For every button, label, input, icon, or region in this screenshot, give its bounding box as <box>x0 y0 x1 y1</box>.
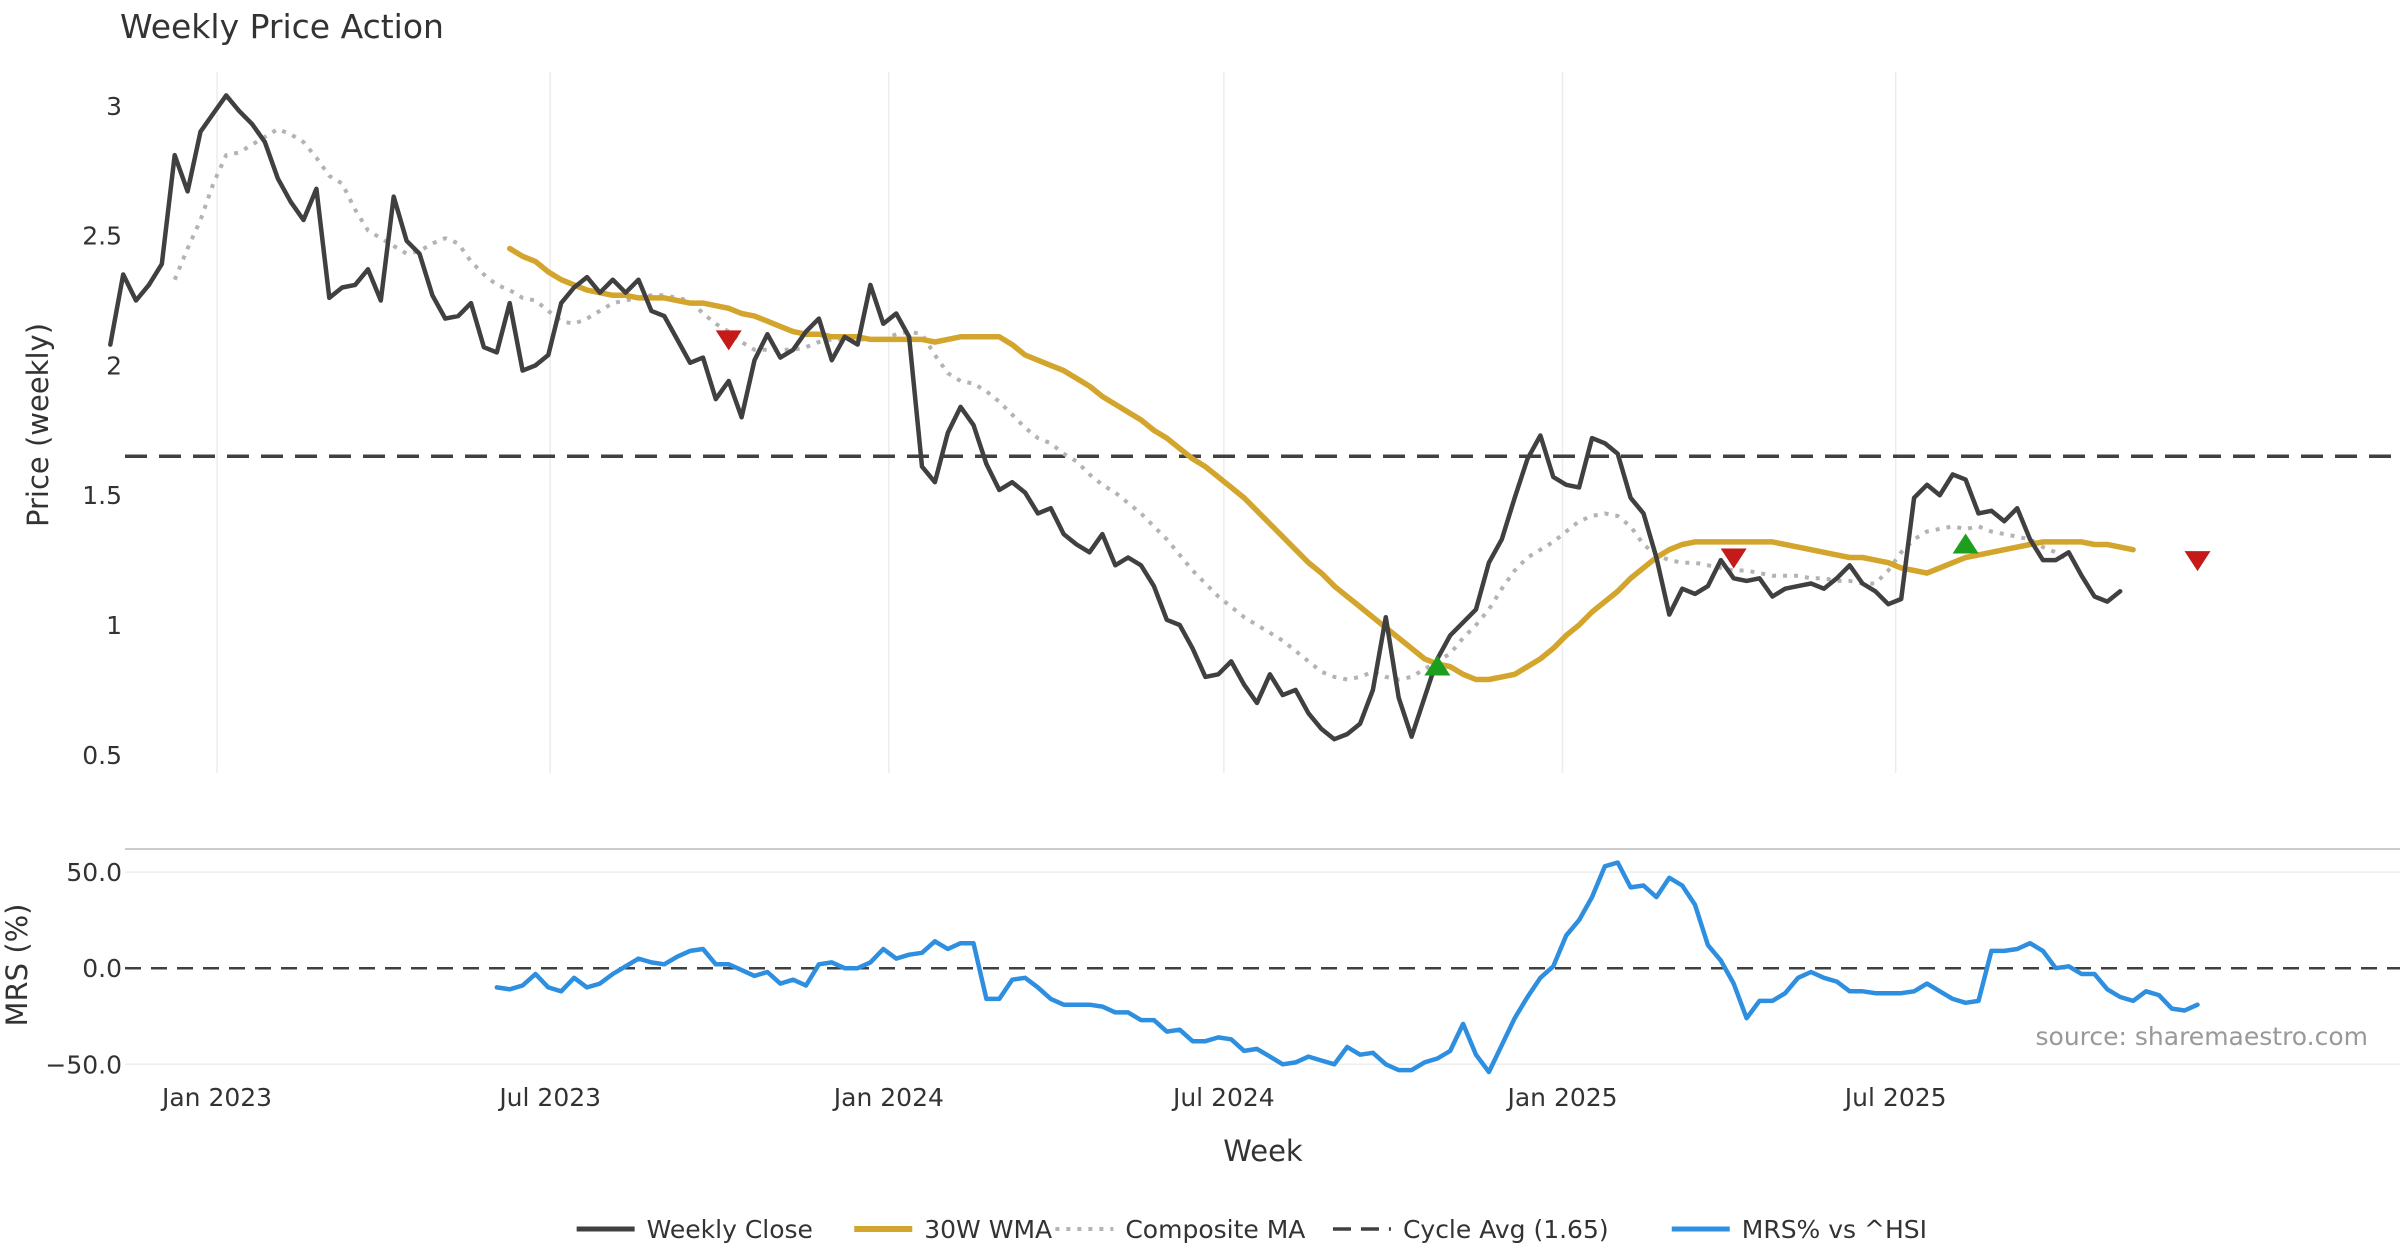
price-panel-y-ticks: 0.5 1 1.5 2 2.5 3 <box>82 92 122 770</box>
x-tick-label: Jan 2024 <box>832 1083 944 1112</box>
legend: Weekly Close 30W WMA Composite MA Cycle Avg… <box>576 1215 1927 1244</box>
mrs-panel-y-label: MRS (%) <box>0 904 34 1027</box>
mrs-y-tick-label: −50.0 <box>45 1050 122 1079</box>
sell-signal-marker <box>1720 548 1747 569</box>
mrs-panel-gridlines <box>125 871 2400 1066</box>
price-y-tick-label: 1.5 <box>82 481 122 510</box>
x-tick-label: Jul 2023 <box>497 1083 601 1112</box>
mrs-panel-series <box>494 860 2200 1075</box>
legend-label: Composite MA <box>1125 1215 1305 1244</box>
legend-item-30w-wma: 30W WMA <box>854 1215 1052 1244</box>
price-y-tick-label: 1 <box>106 611 122 640</box>
source-annotation: source: sharemaestro.com <box>2036 1022 2369 1051</box>
x-tick-label: Jan 2023 <box>160 1083 272 1112</box>
legend-item-composite-ma: Composite MA <box>1055 1215 1305 1244</box>
series-30w-wma-line <box>506 245 2136 683</box>
price-y-tick-label: 2.5 <box>82 222 122 251</box>
chart-title: Weekly Price Action <box>120 7 444 46</box>
x-axis-tick-labels: Jan 2023 Jul 2023 Jan 2024 Jul 2024 Jan 2025… <box>160 1083 1947 1112</box>
mrs-y-tick-label: 50.0 <box>66 858 122 887</box>
signal-markers <box>715 330 2211 676</box>
series-composite-ma-line <box>172 127 2070 682</box>
price-panel-gridlines <box>216 72 1897 773</box>
legend-label: Cycle Avg (1.65) <box>1403 1215 1609 1244</box>
mrs-y-tick-label: 0.0 <box>82 954 122 983</box>
sell-signal-marker <box>715 330 742 351</box>
series-weekly-close-line <box>108 93 2123 742</box>
sell-signal-marker <box>2184 551 2211 572</box>
price-panel-y-label: Price (weekly) <box>21 323 55 527</box>
price-panel-series <box>108 93 2136 742</box>
buy-signal-marker <box>1952 533 1979 554</box>
legend-label: Weekly Close <box>647 1215 813 1244</box>
mrs-mrs-vs-hsi-line <box>494 860 2200 1075</box>
x-tick-label: Jul 2025 <box>1843 1083 1947 1112</box>
x-tick-label: Jul 2024 <box>1171 1083 1275 1112</box>
legend-label: MRS% vs ^HSI <box>1742 1215 1927 1244</box>
x-tick-label: Jan 2025 <box>1505 1083 1617 1112</box>
price-y-tick-label: 2 <box>106 351 122 380</box>
legend-item-mrs-vs-hsi: MRS% vs ^HSI <box>1671 1215 1927 1244</box>
price-y-tick-label: 0.5 <box>82 741 122 770</box>
legend-item-cycle-avg-1-65: Cycle Avg (1.65) <box>1332 1215 1609 1244</box>
legend-item-weekly-close: Weekly Close <box>576 1215 813 1244</box>
legend-label: 30W WMA <box>924 1215 1052 1244</box>
x-axis-label: Week <box>1223 1134 1303 1168</box>
price-y-tick-label: 3 <box>106 92 122 121</box>
mrs-panel-y-ticks: −50.0 0.0 50.0 <box>45 858 122 1079</box>
buy-signal-marker <box>1424 655 1451 676</box>
